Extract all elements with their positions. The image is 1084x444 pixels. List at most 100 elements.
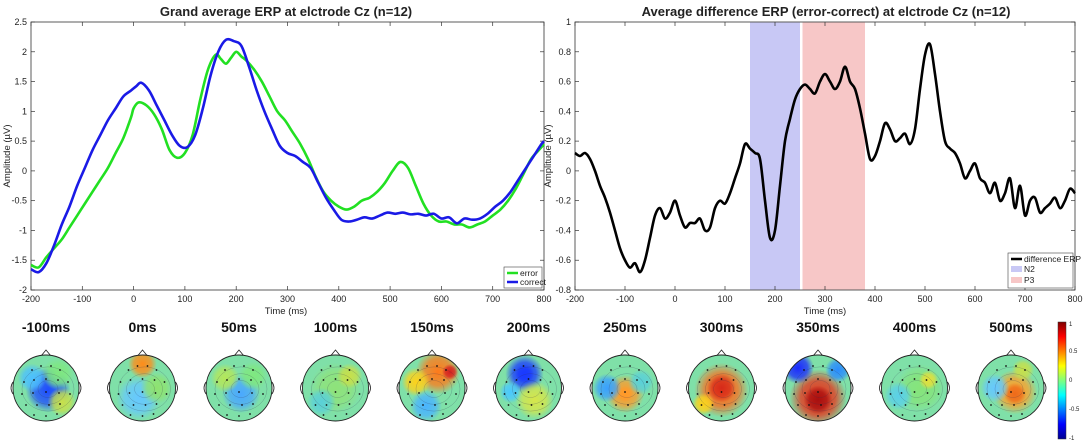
electrode-dot	[409, 381, 411, 383]
nose-icon	[233, 349, 245, 357]
contour-line	[906, 380, 927, 398]
right-xtick-label: 300	[817, 294, 832, 304]
electrode-dot	[732, 379, 735, 381]
right-lines	[574, 42, 1076, 274]
electrode-dot	[1005, 365, 1007, 367]
contour-line	[520, 380, 541, 398]
electrode-dot	[224, 369, 226, 371]
left-y-axis-label: Amplitude (µV)	[2, 124, 13, 187]
contour-line	[697, 366, 750, 412]
electrode-dot	[624, 378, 626, 380]
right-ear-icon	[175, 381, 178, 395]
electrode-dot	[128, 392, 131, 394]
electrode-dot	[422, 404, 424, 406]
electrode-dot	[455, 393, 457, 395]
electrode-dot	[238, 415, 240, 417]
electrode-dot	[45, 378, 47, 380]
electrode-dot	[503, 393, 506, 395]
potential-blob	[592, 373, 622, 403]
electrode-dot	[233, 365, 235, 367]
electrode-dot	[913, 415, 916, 417]
potential-blob	[47, 387, 77, 417]
electrode-dot	[627, 404, 629, 406]
electrode-dot	[795, 381, 797, 383]
topomap-field	[109, 355, 176, 421]
electrode-dot	[129, 379, 132, 381]
electrode-dot	[913, 378, 916, 380]
right-ear-icon	[947, 381, 950, 395]
topomap-100ms: 100ms	[300, 319, 371, 422]
topomap-field	[302, 355, 369, 421]
electrode-dot	[348, 369, 351, 371]
electrode-dot	[637, 392, 639, 394]
left-xtick-label: 100	[177, 294, 192, 304]
electrode-dot	[731, 413, 734, 415]
electrode-dot	[908, 365, 911, 367]
electrode-dot	[260, 381, 262, 383]
topomap-label: 500ms	[989, 319, 1033, 335]
colorbar-tick-neg-1: -1	[1069, 436, 1075, 442]
electrode-dot	[1034, 393, 1036, 395]
head-outline	[977, 354, 1045, 422]
electrode-dot	[226, 414, 228, 416]
electrode-dot	[831, 403, 833, 405]
contour-line	[230, 380, 252, 398]
left-ytick-label: 0	[22, 166, 27, 176]
contour-line	[311, 366, 364, 412]
electrode-dot	[893, 404, 896, 406]
potential-blob	[515, 380, 554, 420]
electrode-dot	[58, 392, 60, 394]
electrode-dot	[1010, 378, 1012, 380]
electrode-dot	[218, 404, 220, 406]
topomap-label: -100ms	[22, 319, 70, 335]
electrode-dot	[214, 393, 216, 395]
contour-line	[898, 373, 935, 405]
electrode-dot	[1010, 415, 1012, 417]
electrode-dot	[734, 369, 737, 371]
electrode-dot	[141, 415, 144, 417]
electrode-dot	[817, 415, 819, 417]
nose-icon	[812, 349, 824, 357]
electrode-dot	[322, 414, 325, 416]
electrode-dot	[407, 393, 409, 395]
left-xtick-label: 500	[383, 294, 398, 304]
electrode-dot	[132, 404, 135, 406]
electrode-dot	[913, 391, 916, 393]
electrode-dot	[417, 369, 419, 371]
electrode-dot	[59, 369, 61, 371]
electrode-dot	[646, 381, 648, 383]
topomap-label: 200ms	[507, 319, 551, 335]
right-ytick-label: 0.6	[558, 77, 571, 87]
electrode-dot	[505, 381, 508, 383]
contour-line	[319, 373, 356, 405]
electrode-dot	[241, 404, 243, 406]
electrode-dot	[805, 379, 807, 381]
electrode-dot	[136, 365, 139, 367]
electrode-dot	[720, 415, 723, 417]
potential-blob	[803, 385, 833, 415]
contour-line	[222, 373, 260, 405]
topomap-row: -100ms 0ms 50ms 100ms 150ms 200ms 250ms 300ms 35…	[10, 319, 1047, 422]
electrode-dot	[513, 369, 516, 371]
electrode-dot	[45, 391, 47, 393]
topomap-label: 100ms	[314, 319, 358, 335]
contour-line	[415, 373, 453, 405]
electrode-dot	[121, 404, 124, 406]
electrode-dot	[445, 369, 447, 371]
right-xtick-label: 800	[1067, 294, 1082, 304]
electrode-dot	[262, 393, 264, 395]
electrode-dot	[226, 379, 228, 381]
electrode-dot	[339, 365, 342, 367]
potential-blob	[1003, 382, 1027, 406]
legend-label-n2: N2	[1024, 264, 1035, 274]
contour-line	[21, 366, 75, 412]
legend-label-correct: correct	[520, 277, 547, 287]
electrode-dot	[431, 378, 433, 380]
electrode-dot	[312, 381, 315, 383]
topomap-label: 50ms	[221, 319, 257, 335]
right-ear-icon	[657, 381, 661, 395]
electrode-dot	[56, 413, 58, 415]
colorbar-tick-neg-0-5: -0.5	[1069, 407, 1080, 413]
electrode-dot	[337, 404, 340, 406]
colorbar-tick-0-5: 0.5	[1069, 349, 1078, 355]
